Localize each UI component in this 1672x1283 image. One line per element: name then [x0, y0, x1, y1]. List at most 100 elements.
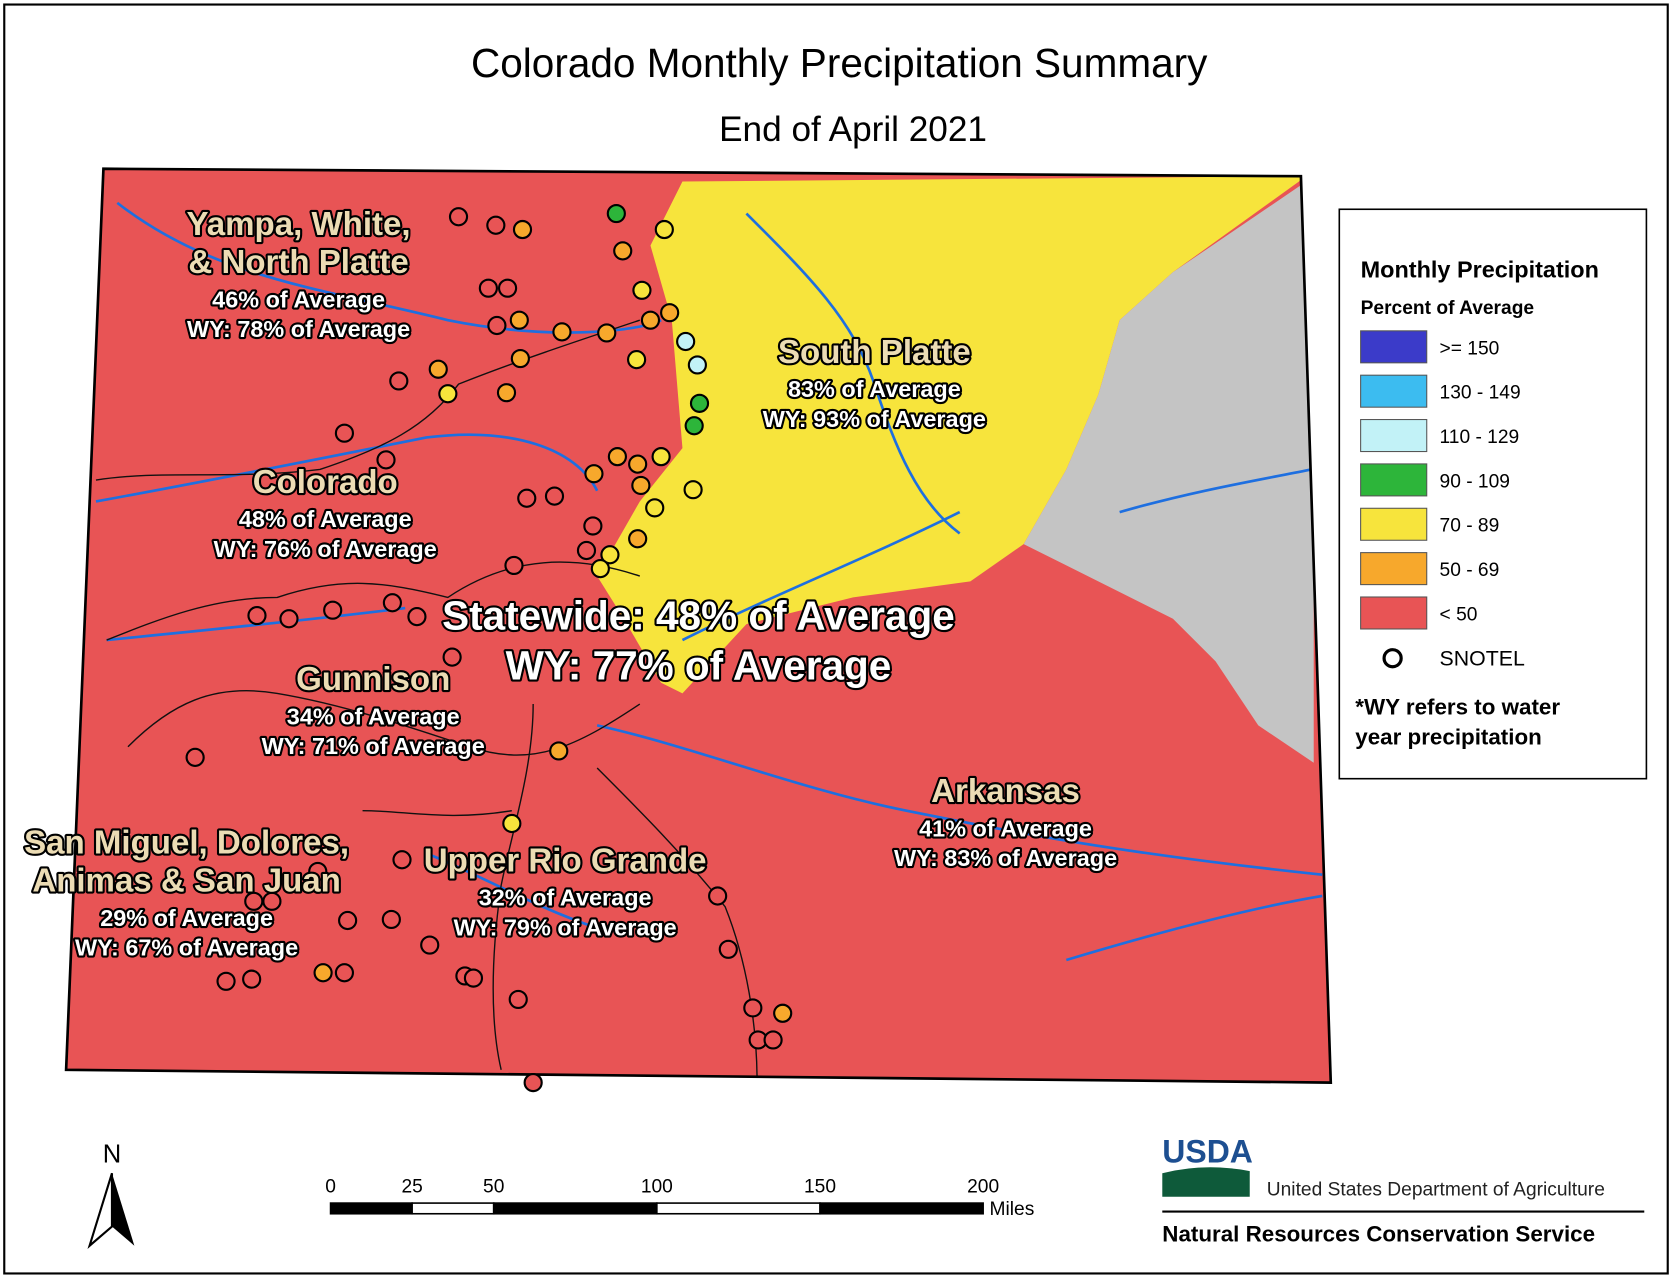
- region-percent: 32% of Average: [479, 885, 652, 911]
- snotel-site: [631, 475, 651, 496]
- scale-label: 200: [967, 1176, 999, 1197]
- region-name: Animas & San Juan: [32, 863, 341, 900]
- region-name: & North Platte: [188, 244, 408, 281]
- snotel-site: [497, 278, 518, 298]
- legend-label: 110 - 129: [1440, 427, 1520, 448]
- snotel-site: [645, 498, 665, 518]
- region-name: Yampa, White,: [187, 206, 411, 243]
- subtitle: End of April 2021: [719, 110, 987, 149]
- legend-subtitle: Percent of Average: [1361, 298, 1535, 319]
- statewide-line2: WY: 77% of Average: [506, 643, 892, 689]
- statewide-line1: Statewide: 48% of Average: [442, 592, 955, 638]
- snotel-site: [632, 280, 652, 300]
- legend-label: 70 - 89: [1440, 516, 1500, 537]
- snotel-site: [552, 322, 572, 342]
- region-wy: WY: 67% of Average: [75, 935, 298, 961]
- legend-swatch: [1360, 374, 1428, 408]
- scale-segment: [819, 1202, 984, 1215]
- region-name: Upper Rio Grande: [424, 842, 707, 879]
- legend-swatch: [1360, 419, 1428, 453]
- snotel-site: [508, 989, 528, 1010]
- snotel-site: [463, 968, 484, 988]
- snotel-site: [438, 384, 458, 404]
- region-percent: 34% of Average: [287, 703, 460, 729]
- legend-note: year precipitation: [1355, 725, 1542, 750]
- snotel-site: [509, 310, 529, 330]
- snotel-site: [247, 605, 267, 626]
- snotel-site: [763, 1030, 783, 1050]
- basin-fill: [597, 176, 1307, 694]
- snotel-site: [584, 464, 604, 484]
- snotel-site: [687, 355, 707, 375]
- legend-note: *WY refers to water: [1355, 695, 1560, 720]
- region-name: San Miguel, Dolores,: [24, 824, 349, 861]
- snotel-site: [244, 891, 264, 911]
- scale-segment: [492, 1202, 658, 1215]
- legend-swatch: [1360, 596, 1428, 630]
- snotel-site: [486, 215, 506, 235]
- region-percent: 48% of Average: [239, 506, 412, 532]
- agency-department: United States Department of Agriculture: [1267, 1180, 1605, 1201]
- region-wy: WY: 79% of Average: [454, 914, 677, 940]
- region-name: South Platte: [778, 334, 971, 371]
- legend-label: >= 150: [1440, 338, 1500, 359]
- snotel-site: [683, 480, 703, 500]
- agency-logo: USDA: [1162, 1134, 1253, 1170]
- snotel-site: [334, 423, 355, 443]
- scale-label: 100: [641, 1176, 673, 1197]
- snotel-site: [382, 593, 403, 613]
- region-wy: WY: 83% of Average: [894, 845, 1117, 871]
- legend: Monthly Precipitation Percent of Average…: [1338, 208, 1648, 780]
- snotel-site: [676, 331, 696, 352]
- snotel-site: [597, 323, 617, 343]
- scale-label: 150: [804, 1176, 836, 1197]
- snotel-site: [628, 529, 648, 549]
- snotel-site: [216, 971, 236, 991]
- snotel-site: [654, 219, 674, 240]
- legend-snotel-label: SNOTEL: [1440, 647, 1525, 671]
- region-wy: WY: 76% of Average: [214, 536, 437, 562]
- agency-service: Natural Resources Conservation Service: [1162, 1221, 1595, 1246]
- scale-segment: [329, 1202, 413, 1215]
- region-wy: WY: 71% of Average: [262, 733, 485, 759]
- snotel-site: [334, 963, 355, 983]
- snotel-site: [392, 850, 412, 870]
- region-wy: WY: 93% of Average: [763, 406, 986, 432]
- legend-label: 50 - 69: [1440, 560, 1500, 581]
- legend-title: Monthly Precipitation: [1361, 257, 1599, 283]
- region-percent: 29% of Average: [100, 905, 273, 931]
- snotel-site: [718, 939, 738, 959]
- snotel-site: [510, 348, 530, 369]
- snotel-site: [504, 555, 524, 576]
- scale-label: 0: [325, 1176, 336, 1197]
- legend-swatch: [1360, 463, 1428, 497]
- snotel-site: [627, 350, 647, 370]
- snotel-site: [708, 886, 728, 906]
- snotel-sites: [185, 203, 793, 1093]
- region-name: Colorado: [253, 464, 398, 501]
- snotel-site: [185, 747, 205, 767]
- snotel-site: [381, 909, 401, 930]
- region-name: Arkansas: [931, 773, 1080, 810]
- snotel-site: [743, 998, 763, 1018]
- agency-block: USDA United States Department of Agricul…: [1162, 1134, 1645, 1246]
- legend-swatch: [1360, 330, 1428, 364]
- snotel-site: [313, 963, 333, 983]
- scale-segment: [656, 1202, 821, 1215]
- snotel-site: [607, 447, 627, 467]
- snotel-site: [689, 393, 710, 413]
- snotel-site: [442, 647, 462, 667]
- snotel-site: [389, 371, 409, 391]
- snotel-site: [496, 383, 517, 403]
- snotel-site: [549, 741, 569, 761]
- region-percent: 83% of Average: [788, 376, 961, 402]
- snotel-site: [640, 310, 661, 330]
- snotel-site: [420, 935, 440, 955]
- scale-label: 25: [401, 1176, 422, 1197]
- legend-label: < 50: [1440, 604, 1478, 625]
- snotel-site: [478, 278, 498, 298]
- region-labels: Yampa, White,& North Platte 46% of Averag…: [22, 204, 1119, 963]
- legend-swatch: [1360, 507, 1428, 541]
- snotel-site: [323, 600, 343, 620]
